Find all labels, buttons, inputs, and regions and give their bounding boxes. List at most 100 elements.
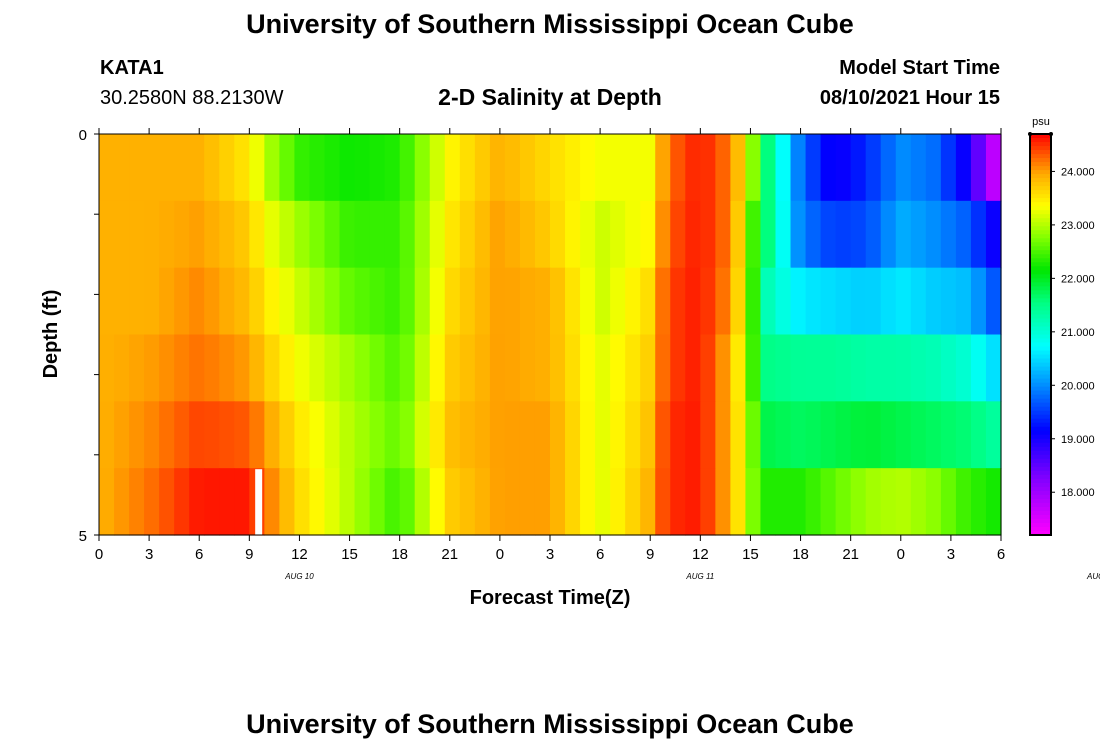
x-tick-label: 0	[95, 546, 103, 563]
heatmap-cell	[970, 134, 987, 202]
heatmap-cell	[715, 401, 731, 469]
colorbar-segment	[1030, 510, 1051, 516]
heatmap-cell	[99, 267, 115, 336]
x-tick-label: 21	[842, 546, 859, 563]
heatmap-cell	[384, 267, 401, 336]
heatmap-cell	[459, 468, 476, 536]
colorbar-segment	[1030, 350, 1051, 356]
heatmap-cell	[384, 334, 401, 402]
heatmap-cell	[895, 134, 912, 202]
heatmap-cell	[625, 267, 641, 336]
colorbar-segment	[1030, 530, 1051, 536]
heatmap-cell	[414, 267, 431, 336]
colorbar-segment	[1030, 438, 1051, 444]
heatmap-cell	[339, 334, 356, 402]
heatmap-cell	[264, 267, 280, 336]
heatmap-cell	[910, 200, 927, 269]
colorbar-segment	[1030, 134, 1051, 139]
heatmap-cell	[865, 134, 882, 202]
colorbar-segment	[1030, 490, 1051, 496]
heatmap-cell	[504, 401, 521, 469]
heatmap-cell	[399, 401, 416, 469]
heatmap-cell	[354, 401, 371, 469]
heatmap-cell	[910, 134, 927, 202]
heatmap-cell	[159, 200, 175, 269]
y-tick-label: 5	[79, 528, 87, 545]
heatmap-cell	[309, 401, 326, 469]
colorbar-tick-label: 23.000	[1061, 220, 1095, 232]
heatmap-cell	[114, 134, 130, 202]
heatmap-cell	[294, 468, 311, 536]
heatmap-cell	[610, 267, 626, 336]
colorbar-tick-label: 21.000	[1061, 327, 1095, 339]
colorbar-segment	[1030, 254, 1051, 259]
heatmap-cell	[880, 200, 897, 269]
colorbar-tick-label: 18.000	[1061, 487, 1095, 499]
colorbar-segment	[1030, 222, 1051, 227]
heatmap-cell	[384, 134, 401, 202]
heatmap-cell	[234, 200, 250, 269]
heatmap-cell	[940, 200, 957, 269]
x-axis-label: Forecast Time(Z)	[470, 587, 631, 609]
heatmap-cell	[775, 468, 792, 536]
heatmap-cell	[910, 334, 927, 402]
x-date-label: AUG 10	[284, 572, 314, 581]
heatmap-cell	[730, 334, 747, 402]
y-axis: 05	[79, 127, 99, 545]
heatmap-cell	[850, 334, 867, 402]
heatmap-cell	[204, 468, 220, 536]
x-tick-label: 6	[997, 546, 1005, 563]
heatmap-cell	[925, 200, 942, 269]
heatmap-cell	[775, 334, 792, 402]
colorbar-segment	[1030, 498, 1051, 504]
heatmap-cell	[414, 200, 431, 269]
heatmap-cell	[174, 334, 190, 402]
heatmap-cell	[985, 334, 1002, 402]
heatmap-cell	[565, 267, 581, 336]
colorbar-segment	[1030, 526, 1051, 532]
heatmap-cell	[805, 200, 822, 269]
heatmap-cell	[955, 200, 972, 269]
colorbar-segment	[1030, 382, 1051, 388]
colorbar-segment	[1030, 146, 1051, 151]
x-tick-label: 12	[692, 546, 709, 563]
heatmap-cell	[670, 200, 686, 269]
heatmap-cell	[489, 267, 506, 336]
heatmap-cell	[685, 267, 701, 336]
heatmap-cell	[429, 200, 446, 269]
colorbar-segment	[1030, 458, 1051, 464]
heatmap-cell	[775, 134, 792, 202]
colorbar-segment	[1030, 370, 1051, 376]
heatmap-cell	[835, 401, 852, 469]
heatmap-cell	[775, 200, 792, 269]
heatmap-cell	[670, 401, 686, 469]
heatmap-cell	[910, 401, 927, 469]
colorbar-segment	[1030, 194, 1051, 199]
heatmap-cell	[429, 334, 446, 402]
heatmap-cell	[504, 334, 521, 402]
figure-title: University of Southern Mississippi Ocean…	[246, 9, 854, 39]
heatmap-cell	[955, 468, 972, 536]
heatmap-cell	[940, 468, 957, 536]
heatmap-cell	[399, 267, 416, 336]
heatmap-cell	[685, 200, 701, 269]
colorbar-segment	[1030, 374, 1051, 380]
heatmap-cell	[955, 401, 972, 469]
heatmap-cell	[970, 468, 987, 536]
colorbar-segment	[1030, 394, 1051, 400]
heatmap-cell	[534, 267, 551, 336]
heatmap-cell	[444, 334, 461, 402]
heatmap-cell	[550, 401, 566, 469]
colorbar-segment	[1030, 190, 1051, 195]
heatmap-cell	[790, 401, 807, 469]
heatmap-cell	[895, 334, 912, 402]
heatmap-cell	[820, 134, 837, 202]
heatmap-cell	[504, 200, 521, 269]
heatmap-cell	[865, 200, 882, 269]
heatmap-cell	[189, 401, 205, 469]
heatmap-cell	[610, 334, 626, 402]
heatmap-cell	[670, 134, 686, 202]
heatmap-cells	[99, 134, 1002, 536]
heatmap-cell	[655, 334, 671, 402]
